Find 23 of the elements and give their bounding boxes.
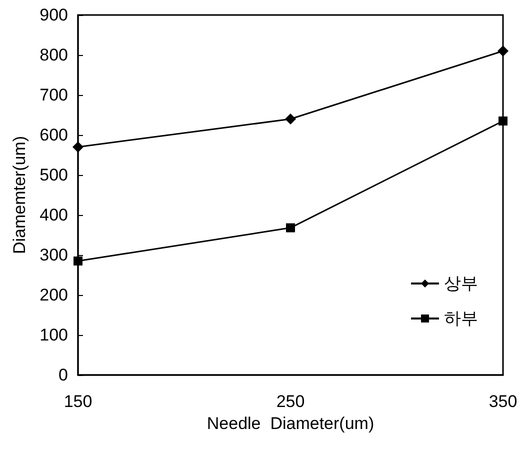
point: [498, 116, 508, 126]
x-tick-label: 350: [488, 392, 518, 411]
point: [498, 46, 508, 56]
y-tick-label: 0: [58, 366, 68, 384]
x-axis-title: Needle Diameter(um): [206, 414, 374, 433]
x-tick-label: 250: [276, 392, 305, 411]
y-tick-label: 700: [40, 86, 68, 104]
y-tick-label: 200: [40, 286, 68, 304]
legend-label: 하부: [444, 309, 478, 328]
legend-label: 상부: [444, 274, 478, 293]
y-tick-label: 900: [40, 6, 68, 24]
y-tick-label: 500: [40, 166, 68, 184]
point: [286, 223, 295, 232]
y-tick-label: 800: [40, 46, 68, 64]
y-tick-label: 400: [40, 206, 68, 224]
y-tick-label: 100: [40, 326, 68, 344]
y-axis-title: Diamemter(um): [10, 136, 29, 254]
y-tick-label: 300: [40, 246, 68, 264]
point: [285, 114, 296, 124]
x-tick-label: 150: [64, 392, 92, 411]
point: [74, 256, 82, 266]
point: [72, 142, 84, 152]
y-tick-label: 600: [40, 126, 68, 144]
